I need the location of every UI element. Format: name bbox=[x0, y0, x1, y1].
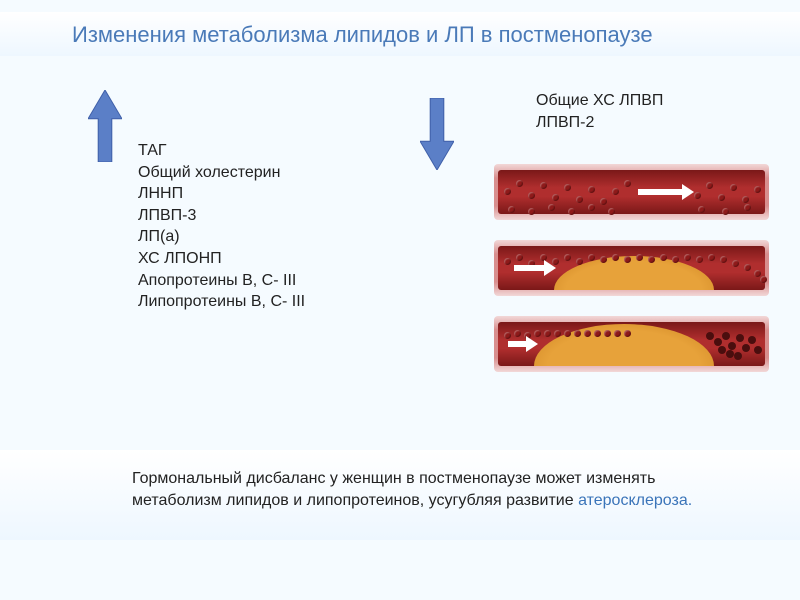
artery-row bbox=[494, 164, 769, 220]
summary-line-2a: метаболизм липидов и липопротеинов, усуг… bbox=[132, 492, 578, 509]
increased-lipids-list: ТАГОбщий холестеринЛННПЛПВП-3ЛП(а)ХС ЛПО… bbox=[138, 140, 305, 313]
decreased-item: ЛПВП-2 bbox=[536, 112, 663, 134]
flow-arrow-icon bbox=[508, 336, 538, 352]
flow-arrow-icon bbox=[638, 184, 694, 200]
increase-arrow bbox=[88, 90, 122, 167]
increased-item: ЛПВП-3 bbox=[138, 205, 305, 227]
increased-item: Общий холестерин bbox=[138, 162, 305, 184]
decreased-lipids-list: Общие ХС ЛПВПЛПВП-2 bbox=[536, 90, 663, 133]
increased-item: Липопротеины В, С- III bbox=[138, 291, 305, 313]
summary-text: Гормональный дисбаланс у женщин в постме… bbox=[132, 468, 772, 511]
summary-line-1: Гормональный дисбаланс у женщин в постме… bbox=[132, 470, 655, 487]
artery-row bbox=[494, 240, 769, 296]
keyword-atherosclerosis: атеросклероза. bbox=[578, 492, 692, 509]
increased-item: ЛННП bbox=[138, 183, 305, 205]
increased-item: ХС ЛПОНП bbox=[138, 248, 305, 270]
flow-arrow-icon bbox=[514, 260, 556, 276]
decreased-item: Общие ХС ЛПВП bbox=[536, 90, 663, 112]
increased-item: ТАГ bbox=[138, 140, 305, 162]
artery-row bbox=[494, 316, 769, 372]
decrease-arrow bbox=[420, 98, 454, 175]
increased-item: ЛП(а) bbox=[138, 226, 305, 248]
increased-item: Апопротеины В, С- III bbox=[138, 270, 305, 292]
page-title: Изменения метаболизма липидов и ЛП в пос… bbox=[72, 22, 653, 48]
